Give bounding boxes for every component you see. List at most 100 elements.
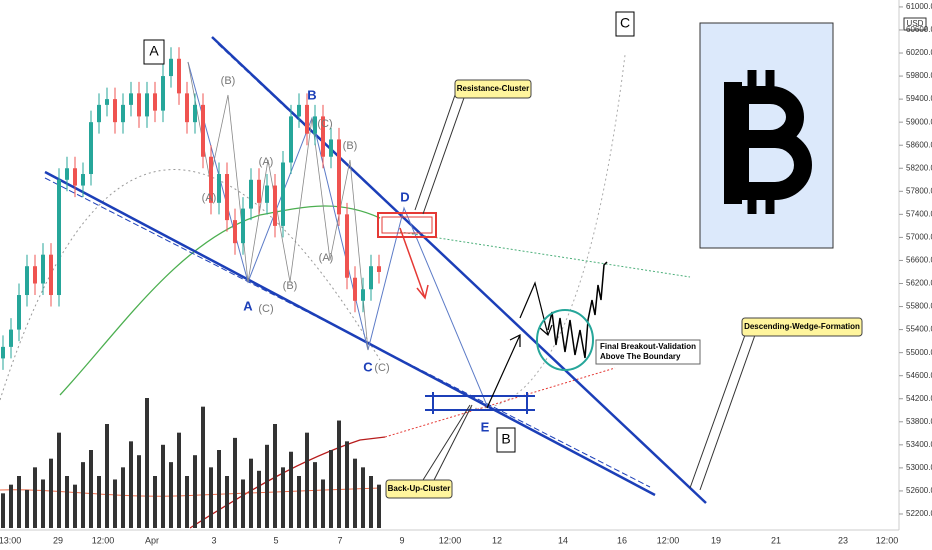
y-tick-label: 57800.0 [906, 186, 932, 195]
arc [0, 169, 381, 401]
candle-body [201, 104, 205, 157]
boxed-label: C [620, 15, 630, 31]
callout-box [385, 479, 453, 499]
label-box [143, 39, 165, 65]
volume-bar [377, 484, 381, 528]
resistance-box [381, 216, 433, 234]
candle-body [97, 104, 101, 123]
x-tick-label: 19 [711, 535, 721, 545]
arrow [519, 281, 553, 337]
x-tick-label: 29 [53, 535, 63, 545]
boxed-label: A [149, 43, 159, 59]
volume-bar [289, 451, 293, 528]
volume-bar [369, 476, 373, 528]
volume-bar [137, 455, 141, 528]
volume-bar [65, 476, 69, 528]
candle-body [137, 93, 141, 117]
wave-label: (C) [317, 118, 332, 130]
y-tick-label: 56600.0 [906, 256, 932, 265]
wedge-upper [211, 36, 707, 504]
candle-body [265, 185, 269, 203]
candle-body [41, 254, 45, 284]
candle-body [145, 93, 149, 117]
candle-body [305, 104, 309, 134]
x-tick-label: 12 [492, 535, 502, 545]
candle-body [25, 266, 29, 296]
candle-body [105, 99, 109, 105]
volume-bar [153, 476, 157, 528]
note-text: Final Breakout-Validation [600, 342, 696, 351]
candle-body [225, 174, 229, 221]
candle-body [209, 156, 213, 203]
volume-bar [145, 398, 149, 528]
candle-body [233, 220, 237, 244]
volume-bar [129, 441, 133, 528]
volume-bar [305, 432, 309, 528]
highlight-ellipse [536, 309, 594, 371]
callout-pointer [414, 94, 466, 215]
candle-body [297, 104, 301, 117]
volume-bar [297, 476, 301, 528]
candle-body [49, 254, 53, 296]
drawings [0, 0, 927, 531]
x-tick-label: Apr [145, 535, 159, 545]
candle-body [9, 329, 13, 347]
candle-body [369, 266, 373, 290]
volume-bar [249, 458, 253, 528]
volume-bar [313, 462, 317, 528]
x-tick-label: 5 [273, 535, 278, 545]
candle-body [153, 93, 157, 111]
volume-bar [49, 458, 53, 528]
callout-box [454, 79, 532, 99]
candle-body [193, 104, 197, 123]
bitcoin-logo [724, 70, 812, 214]
volume-bar [25, 489, 29, 528]
volume-bar [345, 441, 349, 528]
wave-label: (B) [343, 140, 358, 152]
volume-bar [121, 467, 125, 528]
candle-body [217, 174, 221, 203]
x-tick-label: 13:00 [0, 535, 21, 545]
currency: USD [907, 19, 924, 28]
volume-bar [177, 432, 181, 528]
candle-body [113, 99, 117, 123]
y-tick-label: 54200.0 [906, 394, 932, 403]
wedge-lower-dash [44, 177, 651, 488]
x-tick-label: 16 [617, 535, 627, 545]
volume-bar [113, 479, 117, 528]
currency-box [903, 17, 927, 31]
candle-body [81, 174, 85, 186]
y-tick-label: 60600.0 [906, 25, 932, 34]
bracket [425, 392, 535, 414]
volume-bar [73, 484, 77, 528]
candle-body [89, 122, 93, 175]
candle-body [249, 179, 253, 209]
candle-body [33, 266, 37, 284]
candle-body [273, 185, 277, 226]
volume-bar [81, 462, 85, 528]
boxed-label: B [501, 431, 510, 447]
volume-bar [105, 424, 109, 528]
y-tick-label: 54600.0 [906, 371, 932, 380]
volume-bar [89, 450, 93, 528]
wave-label: (B) [283, 280, 298, 292]
y-tick-label: 56200.0 [906, 279, 932, 288]
y-tick-label: 60200.0 [906, 48, 932, 57]
y-tick-label: 58600.0 [906, 140, 932, 149]
x-tick-label: 12:00 [439, 535, 462, 545]
volume-average [0, 487, 381, 497]
callout-box [741, 317, 863, 337]
moving-average [59, 205, 381, 396]
y-tick-label: 53400.0 [906, 440, 932, 449]
candle-body [177, 58, 181, 94]
candle-body [65, 168, 69, 180]
arrow [486, 334, 521, 409]
volume-bar [57, 432, 61, 528]
volume-bar [41, 479, 45, 528]
candle-body [321, 116, 325, 157]
candle-body [129, 93, 133, 105]
candle-body [313, 116, 317, 134]
note-text: Above The Boundary [600, 352, 681, 361]
y-tick-label: 59000.0 [906, 117, 932, 126]
